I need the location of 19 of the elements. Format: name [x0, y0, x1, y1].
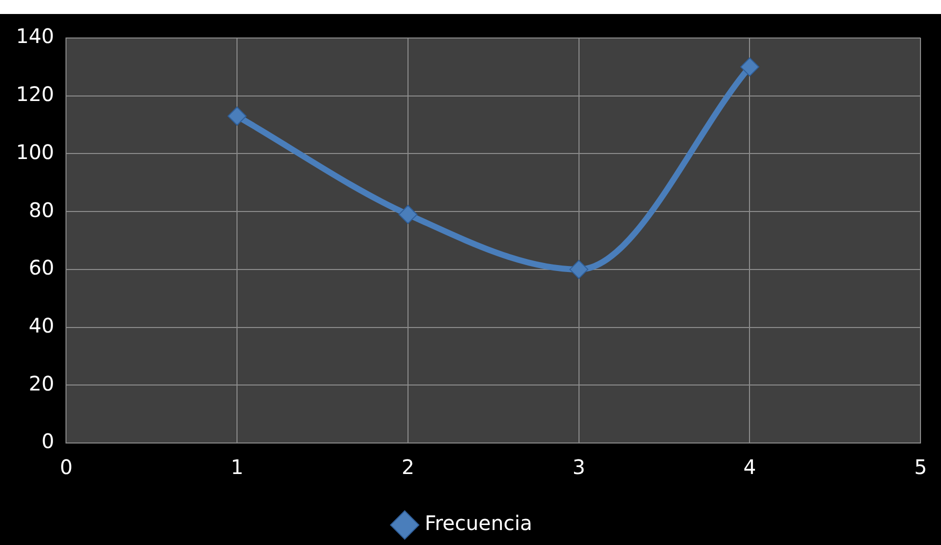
x-tick-label: 4	[743, 455, 756, 480]
x-tick-label: 0	[60, 455, 73, 480]
y-tick-label: 60	[28, 256, 54, 280]
y-tick-label: 0	[41, 429, 54, 454]
y-tick-label: 140	[16, 24, 54, 48]
y-tick-label: 20	[28, 371, 54, 396]
y-tick-label: 40	[28, 313, 54, 338]
y-tick-label: 100	[16, 140, 54, 164]
point	[228, 106, 247, 126]
x-tick-label: 5	[914, 455, 928, 480]
x-tick-label: 3	[572, 455, 586, 480]
y-tick-label: 80	[28, 198, 54, 222]
legend-label: Frecuencia	[424, 511, 532, 536]
point	[398, 204, 418, 224]
x-tick-label: 1	[230, 455, 244, 480]
x-tick-label: 2	[402, 455, 414, 480]
y-tick-label: 120	[16, 82, 54, 106]
point	[569, 260, 588, 279]
point	[740, 57, 760, 76]
